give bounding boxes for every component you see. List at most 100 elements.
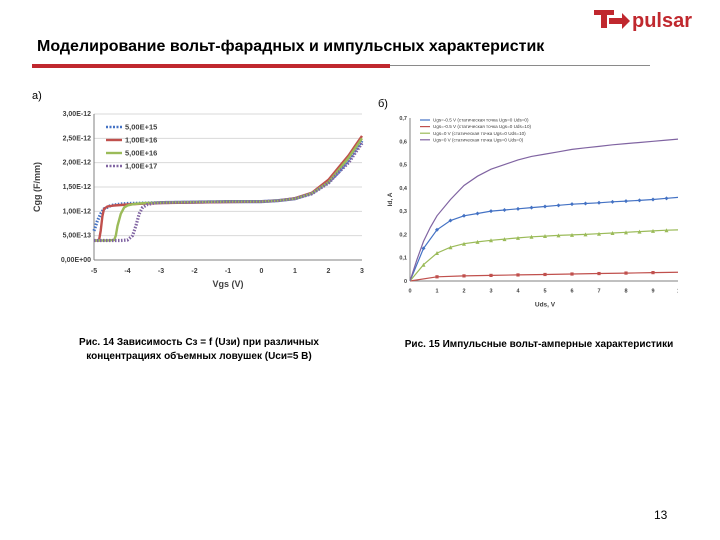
y-tick-label: 1,00E-12 [63, 208, 92, 215]
data-point [529, 234, 534, 239]
data-point [583, 201, 588, 206]
y-tick-label: 2,00E-12 [63, 160, 92, 167]
data-point [664, 228, 669, 233]
y-tick-label: 3,00E-12 [63, 111, 92, 118]
x-tick-label: 0 [408, 289, 411, 295]
y-tick-label: 0,5 [399, 163, 407, 169]
pulsar-emblem-icon [594, 10, 630, 29]
legend-label: 5,00E+16 [125, 149, 157, 158]
data-point [502, 207, 507, 212]
y-tick-label: 0,00E+00 [61, 257, 91, 264]
x-tick-label: 1 [435, 289, 438, 295]
data-point [543, 272, 547, 277]
data-point [435, 251, 439, 256]
data-point [637, 229, 642, 234]
data-point [475, 239, 480, 244]
legend-label: Ugs=-0.5 V (статическая точка Ugs=0 Uds=… [433, 124, 532, 129]
x-tick-label: -1 [225, 268, 231, 275]
figure-15-caption: Рис. 15 Импульсные вольт-амперные характ… [404, 339, 674, 350]
data-point [651, 228, 655, 233]
figure-14-caption: Рис. 14 Зависимость Cз = f (Uзи) при раз… [44, 336, 354, 364]
x-axis-title: Uds, V [535, 302, 556, 309]
x-tick-label: 8 [624, 289, 627, 295]
data-point [489, 209, 493, 214]
data-point [556, 203, 561, 208]
y-tick-label: 2,50E-12 [63, 135, 92, 142]
x-tick-label: -3 [158, 268, 164, 275]
data-point [570, 202, 574, 207]
data-point [516, 273, 520, 277]
x-tick-label: 6 [570, 289, 573, 295]
data-point [475, 211, 480, 216]
y-tick-label: 0,7 [399, 116, 407, 122]
data-point [597, 271, 601, 276]
y-tick-label: 0,4 [399, 186, 408, 192]
data-point [421, 246, 426, 251]
data-point [570, 272, 574, 276]
data-point [489, 273, 493, 278]
x-tick-label: 5 [543, 289, 546, 295]
data-point [624, 199, 628, 204]
x-tick-label: -2 [191, 268, 197, 275]
y-tick-label: 0,1 [399, 256, 407, 262]
data-point [462, 274, 466, 278]
series-line-4 [409, 138, 678, 282]
data-point [624, 271, 628, 275]
y-axis-title: Id, A [387, 192, 394, 206]
x-tick-label: 2 [327, 268, 331, 275]
x-tick-label: 3 [360, 268, 364, 275]
data-point [664, 196, 669, 201]
data-point [462, 213, 466, 218]
data-point [624, 230, 628, 235]
data-point [435, 227, 439, 232]
data-point [597, 231, 601, 236]
data-point [651, 197, 655, 202]
legend-label: 1,00E+17 [125, 162, 157, 171]
legend-label: 1,00E+16 [125, 136, 157, 145]
data-point [583, 232, 588, 237]
iv-chart: 0 0,1 0,2 0,3 0,4 0,5 0,6 0,7 0 1 2 3 4 5 6 7 8 9 10 Uds, V… [387, 116, 678, 309]
data-point [637, 198, 642, 203]
y-tick-label: 0,2 [399, 232, 407, 238]
x-tick-label: 4 [516, 289, 520, 295]
legend-label: Ugs=0 V (статическая точка Ugs=0 Uds=10) [433, 131, 526, 136]
data-point [448, 218, 453, 223]
data-point [421, 262, 426, 267]
x-tick-label: 7 [597, 289, 600, 295]
x-tick-label: 2 [462, 289, 465, 295]
data-point [651, 271, 655, 275]
data-point [502, 237, 507, 242]
x-tick-label: 10 [677, 289, 678, 295]
data-point [529, 205, 534, 210]
legend-label: Ugs=-0.5 V (статическая точка Ugs=0 Uds=… [433, 118, 529, 123]
logo-text: pulsar [632, 10, 692, 32]
title-underline [32, 64, 650, 68]
y-tick-label: 0,6 [399, 139, 407, 145]
panel-b-label: б) [378, 98, 388, 110]
data-point [610, 231, 615, 236]
panel-a-label: а) [32, 90, 42, 102]
data-point [448, 245, 453, 250]
x-tick-label: -5 [91, 268, 97, 275]
legend-label: 5,00E+15 [125, 123, 157, 132]
y-tick-label: 0 [404, 279, 407, 285]
data-point [489, 238, 493, 243]
data-point [543, 204, 547, 209]
x-axis-title: Vgs (V) [212, 279, 243, 289]
slide-title: Моделирование вольт-фарадных и импульсны… [37, 38, 545, 55]
y-tick-label: 1,50E-12 [63, 184, 92, 191]
y-axis-title: Cgg (F/mm) [32, 162, 42, 212]
figure-14-caption-line1: Рис. 14 Зависимость Cз = f (Uзи) при раз… [79, 337, 319, 348]
cv-chart: 0,00E+00 5,00E-13 1,00E-12 1,50E-12 2,00E-12… [32, 111, 364, 289]
page-number: 13 [654, 508, 668, 522]
data-point [597, 200, 601, 205]
data-point [516, 206, 520, 211]
x-tick-label: 9 [651, 289, 654, 295]
x-tick-label: 1 [293, 268, 297, 275]
y-tick-label: 0,3 [399, 209, 407, 215]
figure-14-caption-line2: концентрациях объемных ловушек (Uси=5 В) [86, 351, 312, 362]
data-point [543, 234, 547, 239]
data-point [556, 233, 561, 238]
series-line-1 [409, 196, 678, 282]
data-point [462, 241, 466, 246]
